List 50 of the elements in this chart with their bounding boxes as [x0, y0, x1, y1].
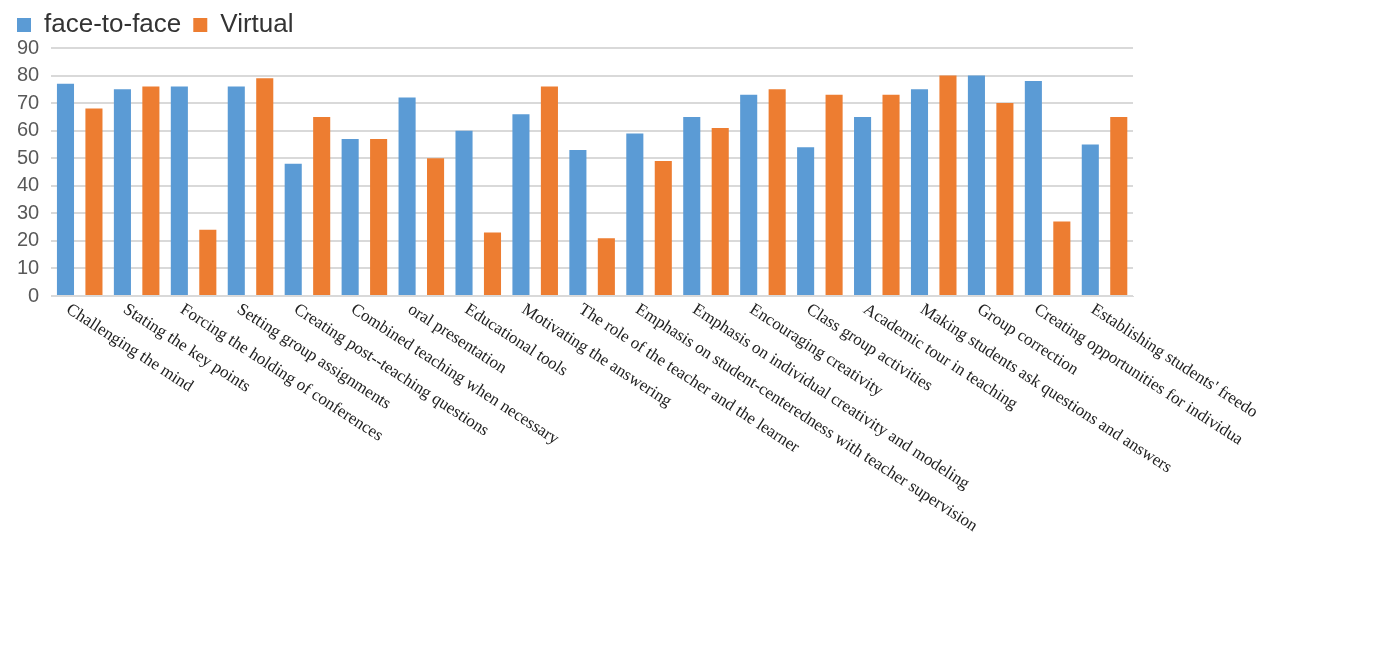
- bar: [455, 130, 473, 295]
- bar: [597, 238, 615, 295]
- bar: [427, 158, 445, 295]
- bar: [284, 163, 302, 295]
- bar: [910, 89, 929, 295]
- bar: [540, 86, 558, 295]
- bar: [1110, 116, 1128, 295]
- bar: [1024, 81, 1042, 295]
- legend-label: Virtual: [220, 8, 294, 39]
- bar: [740, 94, 758, 295]
- bar: [939, 75, 957, 295]
- bar: [483, 232, 502, 295]
- legend-label: face-to-face: [44, 8, 182, 39]
- y-tick-label: 10: [17, 255, 40, 278]
- bar: [711, 127, 729, 295]
- bar: [199, 229, 217, 295]
- y-tick-label: 30: [17, 200, 40, 223]
- bar: [854, 116, 872, 295]
- bar: [683, 116, 701, 295]
- bar: [227, 86, 245, 295]
- bar: [825, 94, 843, 295]
- bar: [654, 160, 672, 295]
- bar: [1081, 144, 1099, 295]
- bar: [797, 147, 815, 295]
- y-tick-label: 0: [28, 283, 40, 306]
- bar: [113, 89, 131, 295]
- y-tick-label: 60: [17, 118, 40, 141]
- bar: [256, 78, 274, 295]
- y-tick-label: 20: [17, 228, 40, 251]
- bar: [512, 114, 530, 295]
- y-tick-label: 90: [17, 35, 40, 58]
- y-tick-label: 40: [17, 173, 40, 196]
- bar: [569, 149, 587, 295]
- bar: [341, 138, 359, 295]
- bar: [142, 86, 160, 295]
- y-tick-label: 70: [17, 90, 40, 113]
- bar: [768, 89, 786, 295]
- bar: [313, 116, 331, 295]
- bar: [398, 97, 416, 295]
- y-tick-label: 80: [17, 63, 40, 86]
- bar: [882, 94, 900, 295]
- bar: [170, 86, 188, 295]
- bar: [370, 138, 388, 295]
- y-tick-label: 50: [17, 145, 40, 168]
- bar: [56, 83, 75, 295]
- bar: [1053, 221, 1071, 295]
- bar: [626, 133, 644, 295]
- bar: [967, 75, 985, 295]
- bar: [85, 108, 103, 295]
- bar: [996, 103, 1014, 295]
